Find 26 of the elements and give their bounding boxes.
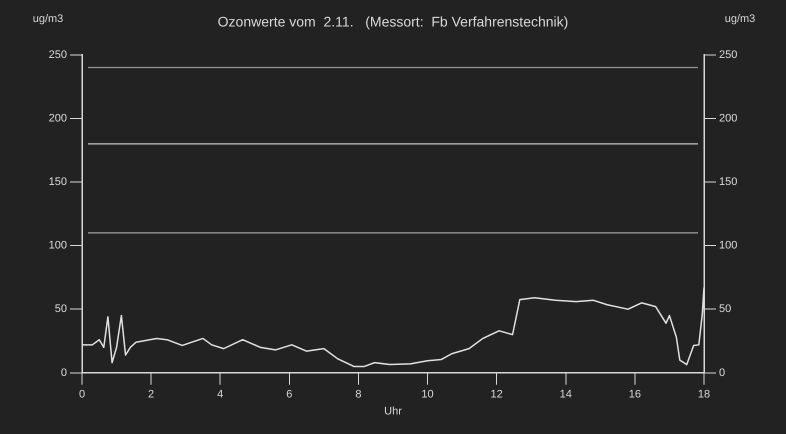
y-tick-label: 100 xyxy=(48,240,67,252)
x-tick-label: 16 xyxy=(628,388,642,400)
y2-tick-label: 50 xyxy=(719,303,732,316)
y-axis-title: ug/m3 xyxy=(32,13,64,25)
x-tick-label: 8 xyxy=(355,388,362,400)
y2-axis-title: ug/m3 xyxy=(724,13,756,25)
y2-tick-label: 100 xyxy=(719,240,738,252)
x-tick-label: 0 xyxy=(78,388,86,400)
y-tick-label: 50 xyxy=(54,303,67,316)
y2-tick-label: 150 xyxy=(719,176,738,188)
y2-tick-label: 200 xyxy=(719,112,738,124)
x-tick-label: 6 xyxy=(286,388,292,400)
y-tick-label: 0 xyxy=(60,366,67,379)
y-tick-label: 200 xyxy=(48,112,67,124)
x-tick-label: 10 xyxy=(421,388,434,400)
chart-title: Ozonwerte vom 2.11. (Messort: Fb Verfahrenstechnik) xyxy=(218,13,568,30)
x-tick-label: 14 xyxy=(560,388,572,400)
y-tick-label: 250 xyxy=(48,48,67,61)
y2-tick-label: 0 xyxy=(719,366,726,379)
x-tick-label: 2 xyxy=(148,388,154,400)
x-tick-label: 4 xyxy=(217,388,224,400)
x-tick-label: 12 xyxy=(490,388,503,400)
y-tick-label: 150 xyxy=(48,176,67,188)
x-tick-label: 18 xyxy=(698,388,710,400)
x-axis-title: Uhr xyxy=(384,406,402,418)
y2-tick-label: 250 xyxy=(719,48,738,61)
